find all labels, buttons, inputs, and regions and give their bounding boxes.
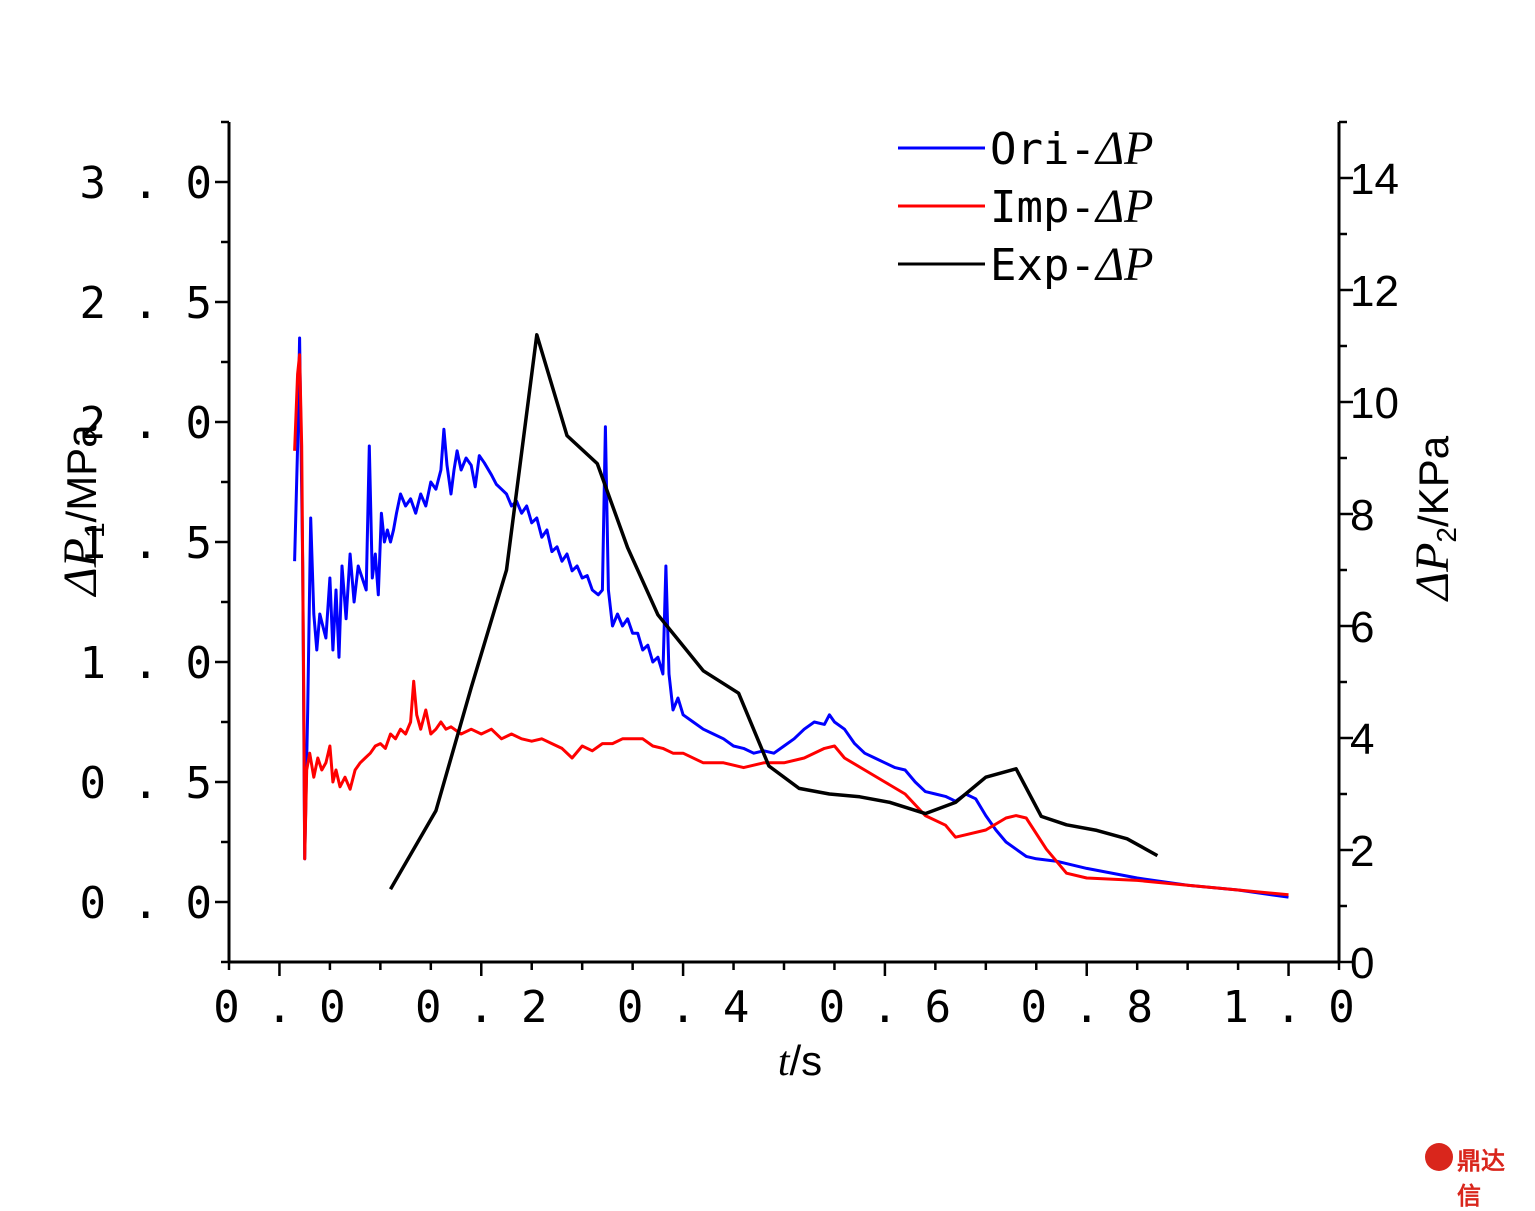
x-tick-label: 0 . 6 xyxy=(819,982,951,1033)
y-right-tick-label: 4 xyxy=(1350,715,1374,764)
y-right-tick-label: 6 xyxy=(1350,603,1374,652)
x-tick-label: 0 . 4 xyxy=(617,982,749,1033)
plot-area xyxy=(229,122,1339,962)
x-tick-label: 0 . 8 xyxy=(1021,982,1153,1033)
x-tick-label: 1 . 0 xyxy=(1222,982,1354,1033)
legend-label-ori: Ori-ΔP xyxy=(990,122,1153,175)
y-left-tick-label: 1 . 0 xyxy=(80,638,212,689)
series-line-imp xyxy=(293,353,1289,897)
watermark-badge-icon xyxy=(1425,1143,1453,1171)
y-left-tick-label: 1 . 5 xyxy=(80,518,212,569)
x-tick-label: 0 . 2 xyxy=(415,982,547,1033)
y-right-tick-label: 10 xyxy=(1350,379,1399,428)
watermark-logo: 鼎达信 xyxy=(1425,1141,1525,1210)
y-left-tick-label: 0 . 0 xyxy=(80,878,212,929)
y-left-tick-label: 0 . 5 xyxy=(80,758,212,809)
legend-label-imp: Imp-ΔP xyxy=(990,180,1153,233)
tick-label-layer: 0 . 0 0 . 2 0 . 4 0 . 6 0 . 8 1 . 0 0 . 0 0 . 5… xyxy=(80,155,1399,1033)
series-line-ori xyxy=(293,336,1289,899)
y-right-axis-title: ΔP2/KPa xyxy=(1406,435,1462,602)
x-axis-title: t/s xyxy=(778,1037,822,1085)
chart: 0 . 0 0 . 2 0 . 4 0 . 6 0 . 8 1 . 0 0 . 0 0 . 5… xyxy=(54,120,1462,1085)
y-right-tick-label: 14 xyxy=(1350,155,1399,204)
x-tick-label: 0 . 0 xyxy=(213,982,345,1033)
y-right-tick-label: 12 xyxy=(1350,267,1399,316)
legend: Ori-ΔP Imp-ΔP Exp-ΔP xyxy=(898,122,1153,291)
y-right-tick-label: 2 xyxy=(1350,827,1374,876)
y-left-tick-label: 3 . 0 xyxy=(80,158,212,209)
y-left-axis-title: ΔP1/MPa xyxy=(54,424,110,598)
y-left-tick-label: 2 . 0 xyxy=(80,398,212,449)
axes-layer xyxy=(215,120,1353,976)
watermark-text: 鼎达信 xyxy=(1457,1147,1505,1210)
y-left-tick-label: 2 . 5 xyxy=(80,278,212,329)
legend-label-exp: Exp-ΔP xyxy=(990,238,1153,291)
y-right-tick-label: 8 xyxy=(1350,491,1374,540)
series-line-exp xyxy=(388,333,1159,891)
y-right-tick-label: 0 xyxy=(1350,939,1374,988)
series-layer xyxy=(293,333,1289,899)
